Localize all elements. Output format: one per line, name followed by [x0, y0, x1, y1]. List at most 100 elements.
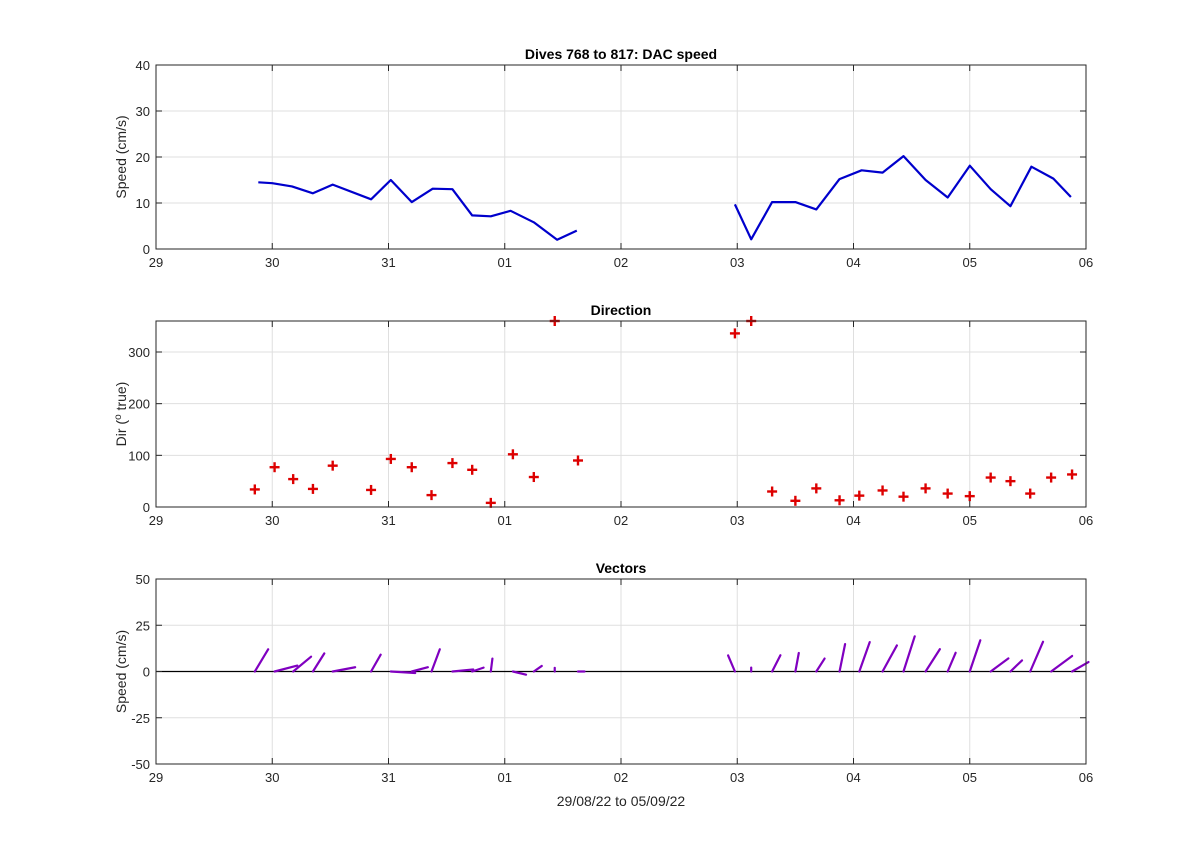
velocity-vector — [292, 655, 313, 673]
velocity-vector — [1029, 640, 1045, 673]
direction-point — [307, 483, 318, 494]
x-tick-label: 03 — [730, 770, 744, 785]
direction-point — [811, 483, 822, 494]
y-tick-label: 200 — [128, 397, 150, 412]
velocity-vector — [1009, 659, 1024, 673]
direction-point — [985, 472, 996, 483]
velocity-vector — [389, 670, 417, 675]
x-tick-label: 01 — [498, 770, 512, 785]
y-tick-label: 300 — [128, 345, 150, 360]
direction-point — [269, 462, 280, 473]
x-tick-label: 29 — [149, 513, 163, 528]
velocity-vector — [471, 666, 485, 673]
direction-point — [834, 495, 845, 506]
direction-point — [572, 455, 583, 466]
x-axis-label: 29/08/22 to 05/09/22 — [557, 793, 686, 809]
x-tick-label: 01 — [498, 513, 512, 528]
velocity-vector — [902, 635, 916, 673]
velocity-vector — [253, 648, 270, 673]
speed-panel: 29 30 31 01 02 03 04 05 06 0 10 20 30 40 Dives 768 to… — [113, 46, 1093, 270]
y-tick-label: 0 — [143, 500, 150, 515]
direction-point — [898, 491, 909, 502]
velocity-vector — [1050, 654, 1074, 673]
x-tick-label: 02 — [614, 513, 628, 528]
direction-point — [920, 483, 931, 494]
velocity-vector — [881, 644, 898, 673]
direction-point — [447, 458, 458, 469]
direction-point — [366, 484, 377, 495]
velocity-vector — [511, 670, 528, 676]
x-tick-label: 04 — [846, 255, 860, 270]
velocity-vector — [430, 648, 441, 673]
y-tick-label: 0 — [143, 665, 150, 680]
velocity-vector — [331, 666, 357, 673]
velocity-vector — [771, 654, 782, 673]
speed-series-line — [258, 178, 578, 241]
velocity-vector — [410, 666, 429, 673]
x-tick-label: 29 — [149, 770, 163, 785]
velocity-vector — [924, 648, 941, 673]
y-tick-label: -25 — [131, 711, 150, 726]
velocity-vector — [858, 640, 871, 673]
velocity-vector — [273, 664, 299, 673]
direction-point — [767, 486, 778, 497]
direction-point — [249, 484, 260, 495]
direction-point — [964, 491, 975, 502]
x-tick-label: 31 — [381, 770, 395, 785]
velocity-vector — [968, 639, 982, 673]
y-tick-label: 40 — [136, 58, 150, 73]
x-tick-label: 04 — [846, 770, 860, 785]
x-tick-label: 06 — [1079, 255, 1093, 270]
velocity-vector — [451, 668, 475, 673]
x-tick-label: 01 — [498, 255, 512, 270]
x-tick-label: 04 — [846, 513, 860, 528]
vectors-y-axis-label: Speed (cm/s) — [113, 630, 129, 713]
speed-y-axis-label: Speed (cm/s) — [113, 115, 129, 198]
x-tick-label: 05 — [963, 255, 977, 270]
direction-point — [507, 449, 518, 460]
x-tick-label: 06 — [1079, 770, 1093, 785]
direction-point — [877, 485, 888, 496]
direction-point — [528, 472, 539, 483]
y-tick-label: 100 — [128, 448, 150, 463]
direction-point — [385, 453, 396, 464]
direction-point — [729, 328, 740, 339]
velocity-vector — [815, 657, 826, 673]
y-tick-label: 25 — [136, 618, 150, 633]
velocity-vector — [838, 643, 847, 673]
x-tick-label: 03 — [730, 255, 744, 270]
x-tick-label: 30 — [265, 513, 279, 528]
x-tick-label: 06 — [1079, 513, 1093, 528]
y-tick-label: 0 — [143, 242, 150, 257]
x-tick-label: 31 — [381, 513, 395, 528]
x-tick-label: 29 — [149, 255, 163, 270]
velocity-vector — [532, 664, 543, 673]
direction-point — [426, 490, 437, 501]
velocity-vector — [946, 651, 957, 673]
velocity-vector — [726, 654, 737, 673]
direction-point — [1025, 488, 1036, 499]
direction-point — [854, 490, 865, 501]
vectors-chart-title: Vectors — [596, 560, 647, 576]
direction-point — [1005, 476, 1016, 487]
direction-point — [288, 474, 299, 485]
x-tick-label: 05 — [963, 770, 977, 785]
vectors-panel: 29 30 31 01 02 03 04 05 06 -50 -25 0 25 50 Vectors Sp… — [113, 560, 1093, 809]
x-tick-label: 30 — [265, 770, 279, 785]
direction-point — [1067, 469, 1078, 480]
x-tick-label: 30 — [265, 255, 279, 270]
direction-point — [406, 462, 417, 473]
x-tick-label: 02 — [614, 255, 628, 270]
y-tick-label: 50 — [136, 572, 150, 587]
x-tick-label: 05 — [963, 513, 977, 528]
velocity-vector — [989, 657, 1010, 673]
direction-point — [485, 497, 496, 508]
y-tick-label: -50 — [131, 757, 150, 772]
velocity-vector — [794, 651, 800, 673]
speed-series-line — [733, 155, 1072, 241]
speed-chart-title: Dives 768 to 817: DAC speed — [525, 46, 717, 62]
direction-point — [790, 495, 801, 506]
x-tick-label: 03 — [730, 513, 744, 528]
direction-panel: 29 30 31 01 02 03 04 05 06 0 100 200 300 Direction D… — [113, 302, 1094, 528]
